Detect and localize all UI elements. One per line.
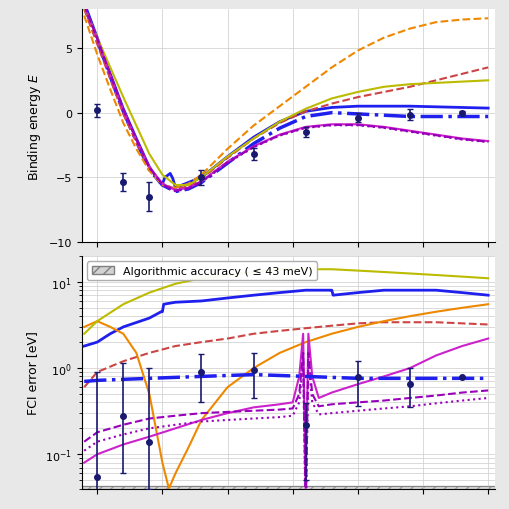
Legend: Algorithmic accuracy ( ≤ 43 meV): Algorithmic accuracy ( ≤ 43 meV) bbox=[87, 262, 316, 281]
Y-axis label: FCI error [eV]: FCI error [eV] bbox=[26, 331, 39, 414]
Y-axis label: Binding energy $E$: Binding energy $E$ bbox=[26, 72, 43, 181]
